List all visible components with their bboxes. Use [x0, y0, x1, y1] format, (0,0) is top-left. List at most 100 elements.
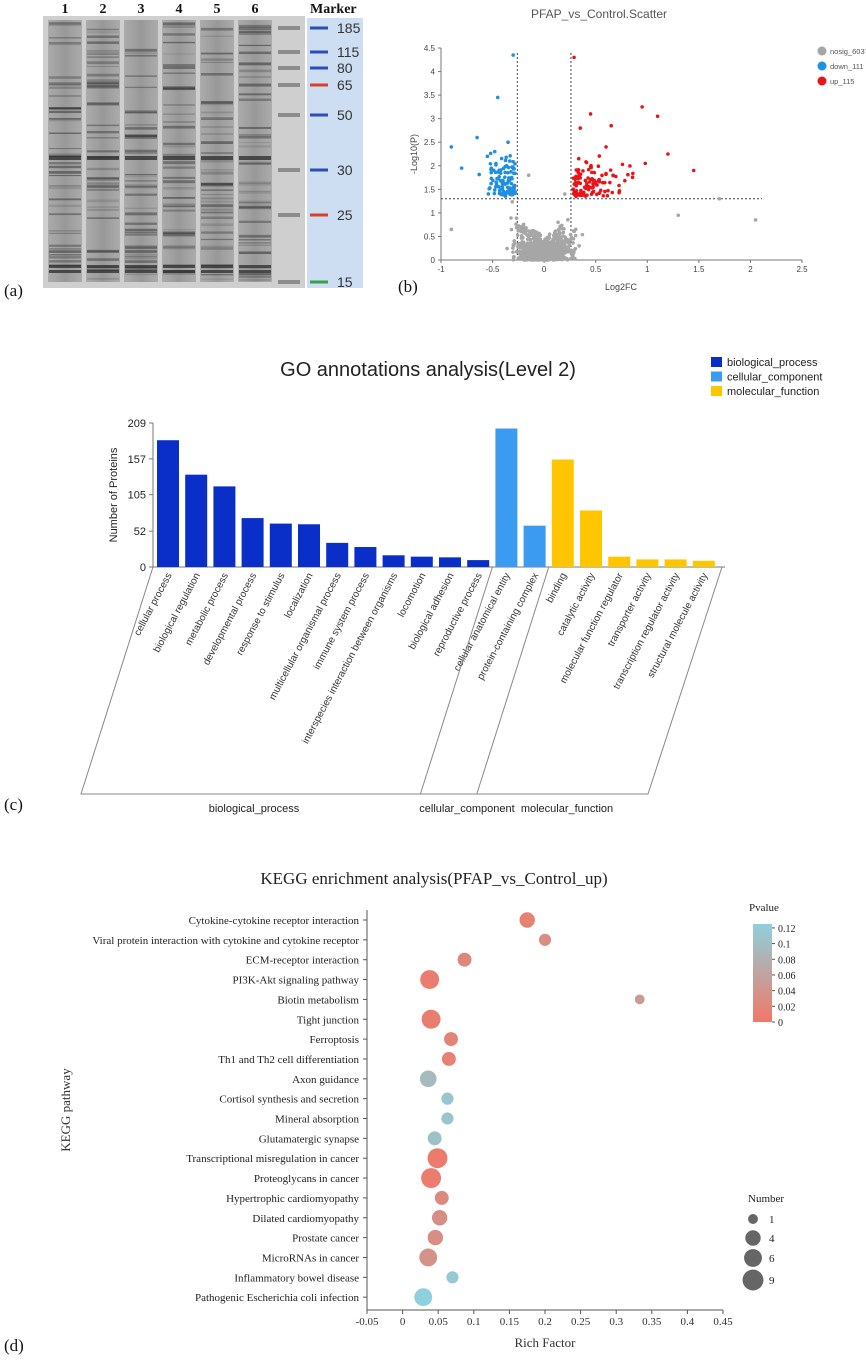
- marker-kda-label: 65: [337, 77, 353, 93]
- volcano-point: [488, 161, 493, 166]
- go-bar: [523, 525, 546, 567]
- gel-band: [87, 131, 119, 134]
- go-bar: [382, 555, 405, 567]
- gel-band: [201, 238, 233, 240]
- gel-band: [87, 41, 119, 44]
- volcano-point: [578, 176, 583, 180]
- gel-band: [49, 244, 81, 247]
- gel-band: [163, 104, 195, 106]
- volcano-point: [605, 194, 610, 198]
- volcano-point: [753, 218, 758, 222]
- marker-title: Marker: [310, 2, 357, 17]
- volcano-point: [533, 232, 538, 237]
- gel-band: [49, 156, 81, 160]
- kegg-x-tick-label: 0.4: [681, 1316, 695, 1328]
- gel-band: [239, 273, 271, 276]
- volcano-point: [582, 185, 587, 190]
- volcano-point: [543, 251, 548, 255]
- gel-band: [49, 185, 81, 187]
- volcano-point: [640, 105, 644, 109]
- gel-band: [239, 206, 271, 209]
- kegg-pathway-label: Proteoglycans in cancer: [254, 1173, 359, 1185]
- volcano-point: [586, 176, 590, 180]
- kegg-pathway-label: Hypertrophic cardiomyopathy: [226, 1193, 359, 1205]
- volcano-point: [489, 181, 493, 186]
- gel-band: [201, 35, 233, 38]
- marker-kda-label: 80: [337, 60, 353, 76]
- volcano-point: [489, 170, 493, 175]
- volcano-point: [525, 241, 530, 245]
- gel-band: [125, 256, 157, 259]
- gel-band: [201, 73, 233, 76]
- volcano-point: [520, 256, 524, 260]
- gel-band: [163, 167, 195, 169]
- volcano-point: [578, 193, 582, 198]
- kegg-bubble: [434, 1190, 449, 1205]
- kegg-pathway-label: Cortisol synthesis and secretion: [219, 1094, 359, 1106]
- pvalue-tick-label: 0.04: [778, 987, 796, 998]
- go-bar: [185, 474, 208, 567]
- gel-band: [239, 201, 271, 204]
- volcano-point: [527, 244, 532, 249]
- gel-band: [87, 84, 119, 87]
- pvalue-tick-label: 0.02: [778, 1002, 796, 1013]
- gel-band: [125, 126, 157, 130]
- gel-lane: [162, 20, 196, 282]
- panel-label-b: (b): [398, 277, 418, 296]
- number-legend-marker: [745, 1230, 761, 1246]
- volcano-point: [583, 178, 588, 183]
- gel-band: [163, 33, 195, 35]
- kegg-bubble: [427, 1131, 442, 1146]
- volcano-point: [510, 199, 515, 204]
- volcano-title: PFAP_vs_Control.Scatter: [531, 7, 667, 21]
- panel-label-a: (a): [4, 281, 23, 300]
- gel-band: [125, 135, 157, 137]
- volcano-point: [517, 249, 522, 253]
- gel-band: [49, 148, 81, 150]
- gel-band: [163, 72, 195, 74]
- gel-band: [163, 24, 195, 28]
- gel-band: [201, 197, 233, 200]
- gel-band: [239, 93, 271, 96]
- volcano-point: [449, 145, 454, 149]
- volcano-x-label: Log2FC: [605, 282, 638, 292]
- volcano-point: [579, 188, 583, 193]
- gel-band: [49, 24, 81, 27]
- gel-band: [49, 198, 81, 201]
- gel-band: [87, 137, 119, 139]
- gel-band: [87, 258, 119, 261]
- gel-band: [201, 58, 233, 61]
- go-group-label: biological_process: [209, 803, 300, 815]
- gel-band: [163, 205, 195, 208]
- volcano-point: [499, 156, 504, 161]
- panel-label-d: (d): [4, 1336, 24, 1355]
- volcano-point: [542, 248, 547, 252]
- volcano-point: [655, 114, 660, 119]
- gel-band: [163, 156, 195, 160]
- gel-band: [201, 73, 233, 75]
- gel-band: [125, 136, 157, 140]
- gel-band: [87, 199, 119, 203]
- gel-band: [201, 169, 233, 171]
- volcano-point: [505, 246, 509, 251]
- gel-band: [125, 86, 157, 89]
- gel-band: [87, 268, 119, 271]
- gel-band: [87, 178, 119, 181]
- go-y-label: Number of Proteins: [108, 447, 120, 542]
- marker-kda-label: 115: [337, 44, 360, 60]
- gel-band: [163, 53, 195, 55]
- volcano-point: [506, 170, 510, 175]
- kegg-pathway-label: Inflammatory bowel disease: [234, 1272, 359, 1284]
- volcano-point: [533, 247, 538, 252]
- volcano-point: [477, 172, 481, 177]
- gel-lane-label: 3: [138, 2, 145, 17]
- volcano-point: [546, 251, 550, 256]
- volcano-point: [491, 168, 496, 173]
- volcano-point: [507, 178, 512, 183]
- gel-band: [201, 184, 233, 187]
- gel-band: [125, 231, 157, 234]
- volcano-point: [512, 183, 517, 188]
- gel-band: [125, 247, 157, 249]
- gel-band: [163, 64, 195, 67]
- gel-band: [163, 233, 195, 237]
